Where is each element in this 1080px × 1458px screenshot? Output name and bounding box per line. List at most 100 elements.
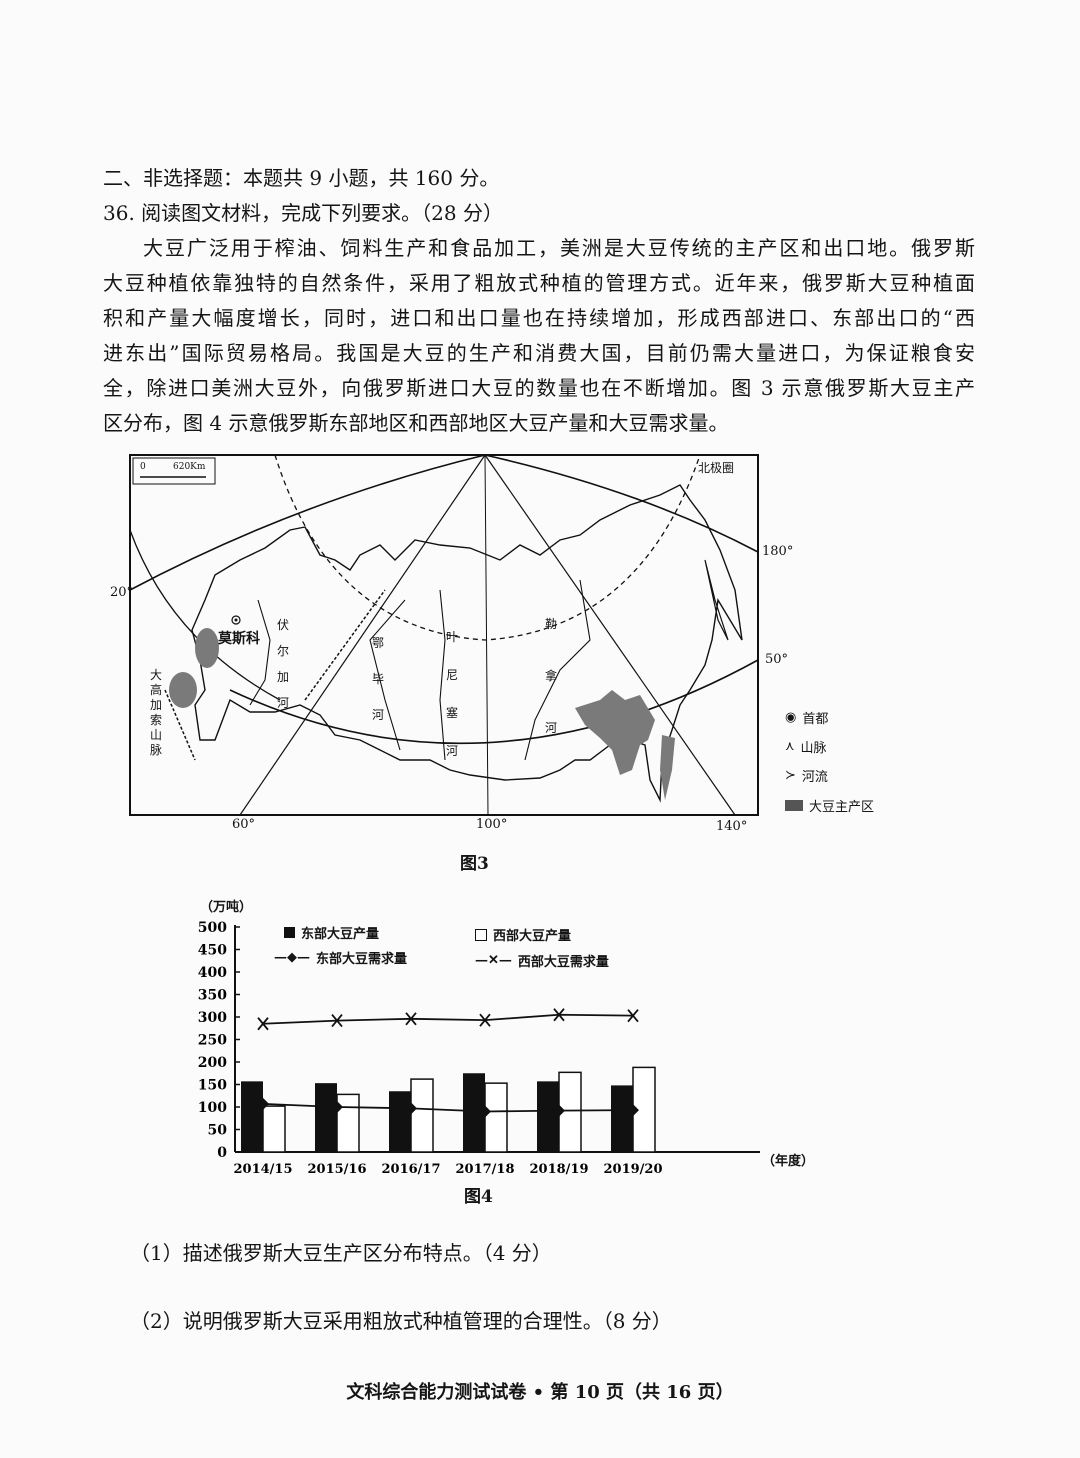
bar-west-production: [262, 1105, 286, 1153]
legend-mountain: ⋏ 山脉: [785, 739, 827, 756]
bar-east-production: [315, 1083, 337, 1152]
graticule-left-arc: [129, 529, 281, 701]
marker-east-demand: [479, 1105, 491, 1118]
y-tick-label: 250: [198, 1033, 227, 1049]
marker-west-demand: [257, 1017, 269, 1031]
yenisei-river-label: 叶尼塞河: [446, 630, 459, 758]
ob-river-label: 鄂毕河: [372, 636, 385, 722]
line-west-demand: [262, 1013, 634, 1025]
scale-box: [132, 457, 216, 485]
lena-river-label: 勒拿河: [545, 617, 558, 735]
x-tick-label: 2014/15: [233, 1162, 292, 1177]
soybean-area-west-1: [195, 628, 219, 668]
russia-soybean-map: 0 620Km 北极圈 20° 60° 100° 140° 180° 50° 莫…: [110, 454, 874, 874]
graticule-upper-arc: [129, 454, 759, 591]
meridian-100: [484, 454, 489, 816]
figure-3-caption: 图3: [460, 854, 489, 874]
passage-line: 大豆种植依靠独特的自然条件，采用了粗放式种植的管理方式。近年来，俄罗斯大豆种植面: [103, 271, 975, 295]
question-2: （2）说明俄罗斯大豆采用粗放式种植管理的合理性。（8 分）: [130, 1309, 672, 1333]
page-footer: 文科综合能力测试试卷 • 第 10 页（共 16 页）: [346, 1382, 734, 1403]
longitude-label: 140°: [716, 819, 748, 834]
bar-east-production: [241, 1081, 263, 1152]
marker-east-demand: [553, 1104, 565, 1117]
bar-east-production: [389, 1091, 411, 1152]
marker-east-demand: [405, 1102, 417, 1115]
yenisei-river: [439, 589, 446, 761]
latitude-50-arc: [229, 659, 759, 745]
x-line-icon: —✕—: [475, 953, 512, 968]
arctic-circle: [274, 454, 701, 641]
marker-east-demand: [331, 1101, 343, 1113]
soybean-area-east-1: [575, 690, 655, 775]
longitude-label: 100°: [476, 817, 508, 832]
soybean-area-east-2: [660, 735, 675, 800]
black-square-icon: [284, 927, 295, 938]
legend-river: ≻ 河流: [785, 768, 828, 785]
legend-soybean-area: 大豆主产区: [785, 796, 874, 815]
soybean-chart: 0 50 100 150 200 250 300 350 400 450 500 2014/15 201…: [190, 895, 820, 1185]
marker-east-demand: [627, 1104, 639, 1117]
y-tick-label: 100: [198, 1100, 227, 1116]
section-heading: 二、非选择题：本题共 9 小题，共 160 分。: [103, 166, 500, 190]
ural-mountains: [304, 589, 386, 701]
map-drawing: [129, 454, 759, 816]
chart-svg: 0 50 100 150 200 250 300 350 400 450 500 2014/15 201…: [198, 920, 760, 1177]
scale-label: 620Km: [173, 462, 206, 472]
meridian-140: [484, 454, 736, 816]
passage-line: 大豆广泛用于榨油、饲料生产和食品加工，美洲是大豆传统的主产区和出口地。俄罗斯: [143, 236, 975, 260]
y-axis-unit: （万吨）: [200, 900, 253, 915]
legend-east-demand: —◆— 东部大豆需求量: [274, 950, 408, 967]
y-tick-label: 350: [198, 988, 227, 1004]
soybean-area-icon: [785, 800, 803, 811]
legend-west-production: 西部大豆产量: [475, 925, 571, 944]
bar-west-production: [484, 1082, 508, 1153]
passage-line: 积和产量大幅度增长，同时，进口和出口量也在持续增加，形成西部进口、东部出口的“西: [103, 306, 975, 330]
y-tick-label: 0: [217, 1145, 227, 1161]
latitude-label: 50°: [765, 652, 789, 667]
capital-dot-icon: ◉: [785, 710, 797, 725]
legend-west-demand: —✕— 西部大豆需求量: [475, 953, 609, 970]
y-tick-label: 500: [198, 920, 227, 936]
y-tick-label: 150: [198, 1078, 227, 1094]
x-tick-label: 2017/18: [455, 1162, 514, 1177]
marker-west-demand: [331, 1014, 343, 1028]
volga-river-label: 伏尔加河: [277, 618, 290, 710]
bar-west-production: [336, 1093, 360, 1153]
longitude-label: 180°: [762, 544, 794, 559]
white-square-icon: [475, 928, 487, 941]
y-tick-label: 50: [208, 1123, 228, 1139]
diamond-line-icon: —◆—: [274, 950, 310, 965]
caucasus-mountains: [164, 689, 196, 761]
russia-outline: [191, 484, 743, 803]
moscow-label: 莫斯科: [218, 631, 260, 647]
moscow-capital-icon: [231, 615, 241, 625]
map-frame: [129, 454, 759, 816]
lena-river: [524, 579, 591, 761]
river-icon: ≻: [785, 768, 796, 783]
x-tick-label: 2018/19: [529, 1162, 588, 1177]
passage-line: 全，除进口美洲大豆外，向俄罗斯进口大豆的数量也在不断增加。图 3 示意俄罗斯大豆…: [103, 376, 975, 400]
arctic-circle-label: 北极圈: [698, 461, 735, 475]
longitude-label: 20°: [110, 585, 134, 600]
bar-east-production: [611, 1085, 633, 1152]
marker-west-demand: [479, 1013, 491, 1027]
question-1: （1）描述俄罗斯大豆生产区分布特点。（4 分）: [130, 1241, 552, 1265]
question-heading: 36. 阅读图文材料，完成下列要求。（28 分）: [103, 201, 503, 225]
line-east-demand: [262, 1102, 634, 1113]
kamchatka: [704, 559, 729, 641]
x-tick-label: 2019/20: [603, 1162, 662, 1177]
y-tick-label: 200: [198, 1055, 227, 1071]
marker-east-demand: [257, 1097, 269, 1110]
x-tick-label: 2016/17: [381, 1162, 440, 1177]
figure-4-caption: 图4: [464, 1187, 493, 1207]
marker-west-demand: [405, 1012, 417, 1026]
x-tick-label: 2015/16: [307, 1162, 366, 1177]
meridian-60: [239, 454, 486, 816]
y-tick-label: 300: [198, 1010, 227, 1026]
caucasus-mountains-label: 大高加索山脉: [150, 668, 163, 757]
ob-river: [369, 599, 406, 751]
y-tick-label: 450: [198, 943, 227, 959]
x-axis-unit: （年度）: [762, 1154, 815, 1169]
marker-west-demand: [553, 1008, 565, 1022]
volga-river: [249, 599, 271, 706]
